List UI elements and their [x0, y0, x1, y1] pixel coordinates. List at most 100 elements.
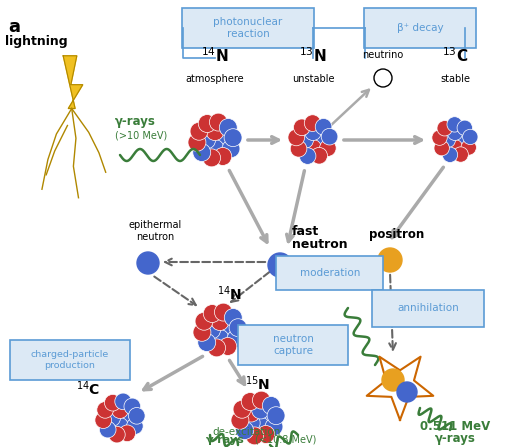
- Circle shape: [242, 414, 260, 432]
- Circle shape: [224, 129, 241, 147]
- Circle shape: [137, 252, 159, 274]
- Circle shape: [227, 330, 244, 348]
- Circle shape: [312, 132, 328, 148]
- Circle shape: [128, 408, 145, 424]
- FancyBboxPatch shape: [10, 340, 130, 380]
- Circle shape: [112, 402, 128, 418]
- Text: moderation: moderation: [299, 268, 360, 278]
- Circle shape: [251, 417, 269, 435]
- Circle shape: [315, 118, 331, 135]
- Circle shape: [460, 140, 475, 155]
- Circle shape: [206, 139, 224, 157]
- Circle shape: [296, 132, 313, 148]
- Circle shape: [452, 147, 468, 162]
- Circle shape: [209, 113, 227, 131]
- Circle shape: [219, 321, 237, 339]
- Ellipse shape: [190, 304, 249, 357]
- Text: de-excitation: de-excitation: [213, 427, 281, 437]
- Text: annihilation: annihilation: [396, 303, 458, 313]
- Text: neutrino: neutrino: [362, 50, 403, 60]
- Text: charged-particle
production: charged-particle production: [31, 350, 109, 370]
- Circle shape: [206, 122, 224, 140]
- Text: $^{14}$C: $^{14}$C: [76, 380, 100, 398]
- Circle shape: [222, 140, 239, 158]
- Text: photonuclear
reaction: photonuclear reaction: [213, 17, 282, 39]
- Circle shape: [96, 401, 113, 418]
- Text: 0.511 MeV: 0.511 MeV: [419, 420, 489, 433]
- Circle shape: [202, 321, 220, 339]
- Text: $^{13}$N: $^{13}$N: [298, 46, 326, 65]
- Circle shape: [112, 417, 128, 434]
- Ellipse shape: [92, 393, 147, 443]
- Circle shape: [252, 391, 270, 409]
- Circle shape: [104, 394, 121, 411]
- Circle shape: [190, 122, 208, 140]
- Ellipse shape: [429, 117, 479, 163]
- Polygon shape: [63, 56, 83, 109]
- Circle shape: [381, 369, 403, 391]
- Text: γ-rays: γ-rays: [115, 115, 156, 128]
- Circle shape: [219, 118, 237, 136]
- Text: neutron: neutron: [291, 238, 347, 251]
- Text: lightning: lightning: [5, 35, 68, 48]
- Circle shape: [198, 114, 216, 132]
- Circle shape: [214, 131, 232, 149]
- Circle shape: [104, 410, 120, 426]
- Circle shape: [304, 124, 321, 140]
- Circle shape: [265, 418, 282, 436]
- Circle shape: [446, 125, 462, 140]
- Circle shape: [109, 426, 125, 443]
- Polygon shape: [366, 357, 432, 420]
- Circle shape: [207, 339, 225, 357]
- Circle shape: [231, 411, 248, 429]
- FancyBboxPatch shape: [182, 8, 314, 48]
- Circle shape: [456, 120, 472, 135]
- Circle shape: [446, 117, 462, 132]
- Circle shape: [195, 312, 213, 330]
- Circle shape: [224, 308, 242, 326]
- Circle shape: [245, 427, 263, 445]
- Text: stable: stable: [439, 74, 469, 84]
- Text: atmosphere: atmosphere: [185, 74, 244, 84]
- Circle shape: [453, 132, 469, 148]
- Circle shape: [214, 303, 232, 321]
- Circle shape: [431, 130, 446, 145]
- Circle shape: [211, 329, 228, 347]
- Circle shape: [188, 133, 206, 151]
- Text: (<10.8 MeV): (<10.8 MeV): [255, 435, 316, 445]
- Circle shape: [446, 139, 462, 155]
- Circle shape: [436, 121, 451, 136]
- Circle shape: [298, 148, 315, 164]
- Circle shape: [257, 426, 274, 443]
- Text: unstable: unstable: [291, 74, 334, 84]
- Text: epithermal: epithermal: [128, 220, 181, 230]
- Circle shape: [203, 304, 221, 323]
- Text: fast: fast: [291, 225, 319, 238]
- Circle shape: [95, 412, 111, 429]
- Circle shape: [441, 147, 457, 162]
- Circle shape: [304, 139, 321, 156]
- Text: $^{14}$N: $^{14}$N: [201, 46, 228, 65]
- Circle shape: [242, 404, 260, 422]
- Ellipse shape: [285, 115, 340, 164]
- Circle shape: [197, 333, 215, 351]
- Text: a: a: [8, 18, 20, 36]
- Circle shape: [235, 422, 253, 439]
- Text: neutron: neutron: [136, 232, 174, 242]
- Circle shape: [319, 140, 335, 156]
- Circle shape: [262, 396, 280, 414]
- Circle shape: [126, 418, 143, 434]
- Circle shape: [192, 143, 210, 161]
- Circle shape: [287, 129, 304, 146]
- Circle shape: [290, 140, 306, 157]
- Text: $^{15}$N: $^{15}$N: [245, 375, 270, 393]
- Text: (>10 MeV): (>10 MeV): [115, 130, 167, 140]
- Circle shape: [439, 132, 455, 148]
- FancyBboxPatch shape: [276, 256, 383, 290]
- Circle shape: [119, 410, 136, 426]
- Circle shape: [214, 148, 231, 165]
- Circle shape: [115, 393, 131, 410]
- Circle shape: [462, 129, 477, 145]
- Circle shape: [396, 382, 416, 402]
- Circle shape: [229, 319, 246, 337]
